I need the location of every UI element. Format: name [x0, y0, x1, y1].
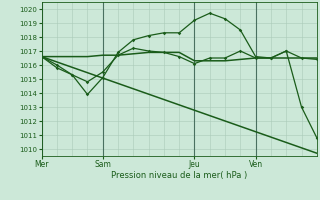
- X-axis label: Pression niveau de la mer( hPa ): Pression niveau de la mer( hPa ): [111, 171, 247, 180]
